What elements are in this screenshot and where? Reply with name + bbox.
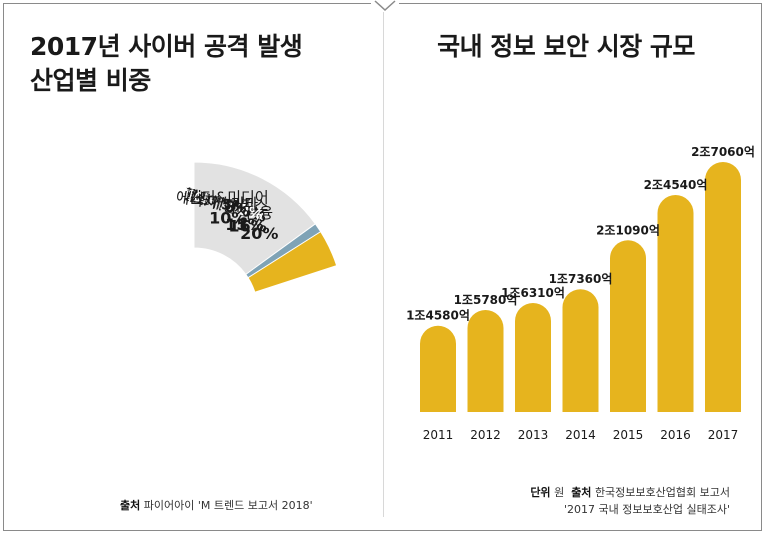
source-label: 출처: [120, 499, 141, 512]
bar-category-label-2016: 2016: [660, 428, 691, 442]
donut-title-line1: 2017년 사이버 공격 발생: [30, 32, 303, 61]
donut-label-group-8: 기타 15%: [225, 195, 263, 234]
donut-slice-name-1: 서비스: [227, 197, 269, 215]
bar-value-label-2012: 1조5780억: [454, 293, 518, 307]
bar-value-label-2016: 2조4540억: [644, 178, 708, 192]
bar-category-label-2017: 2017: [708, 428, 739, 442]
bar-category-label-2012: 2012: [470, 428, 501, 442]
bar-source-label: 출처: [571, 486, 592, 499]
bar-2014: [562, 289, 599, 412]
bar-value-label-2015: 2조1090억: [596, 223, 660, 237]
bar-category-label-2013: 2013: [518, 428, 549, 442]
unit-value: 원: [554, 486, 565, 499]
donut-label-group-7: 에너지 5%: [175, 188, 249, 217]
donut-slice-value-8: 15%: [225, 215, 263, 234]
bar-2013: [515, 303, 551, 412]
donut-label-group-1: 서비스 16%: [227, 197, 269, 236]
donut-slice-name-0: 금융: [245, 204, 273, 222]
donut-source-note: 출처 파이어아이 'M 트렌드 보고서 2018': [120, 497, 370, 513]
source-text: 파이어아이 'M 트렌드 보고서 2018': [143, 499, 313, 512]
bar-value-label-2014: 1조7360억: [549, 272, 613, 286]
bar-2011: [420, 325, 456, 412]
bar-value-label-2017: 2조7060억: [691, 145, 755, 159]
bar-source-line2: '2017 국내 정보보호산업 실태조사': [564, 503, 730, 516]
bar-source-line1: 한국정보보호산업협회 보고서: [594, 486, 730, 499]
bar-category-label-2015: 2015: [613, 428, 644, 442]
bar-2012: [467, 309, 504, 412]
unit-label: 단위: [530, 486, 551, 499]
bar-2016: [657, 195, 694, 412]
donut-slice-name-2: 엔터&미디어: [188, 188, 269, 206]
donut-slice-value-2: 10%: [209, 208, 247, 227]
donut-slice-value-1: 16%: [228, 217, 266, 236]
donut-slice-name-7: 에너지 5%: [175, 188, 249, 217]
top-notch: [371, 0, 399, 16]
bar-source-note: 단위 원 출처 한국정보보호산업협회 보고서 '2017 국내 정보보호산업 실…: [430, 484, 730, 518]
panel-divider: [383, 12, 384, 517]
bar-category-labels: 2011 2012 2013 2014 2015 2016 2017: [423, 428, 739, 442]
bar-value-label-2013: 1조6310억: [501, 286, 565, 300]
donut-title-line2: 산업별 비중: [30, 66, 151, 95]
bar-chart-title: 국내 정보 보안 시장 규모: [437, 32, 695, 61]
bar-2017: [705, 162, 741, 412]
donut-slice-value-0: 20%: [240, 224, 278, 243]
donut-chart-title: 2017년 사이버 공격 발생 산업별 비중: [30, 30, 350, 98]
bar-2015: [610, 240, 646, 412]
bar-category-label-2014: 2014: [565, 428, 596, 442]
donut-label-group-0: 금융 20%: [240, 204, 278, 243]
bar-value-label-2011: 1조4580억: [406, 309, 470, 323]
donut-slice-8: [193, 161, 317, 276]
donut-slices: [193, 161, 338, 293]
bar-category-label-2011: 2011: [423, 428, 454, 442]
bar-marks: [420, 162, 741, 412]
donut-slice-name-8: 기타: [231, 195, 259, 213]
donut-label-group-2: 엔터&미디어 10%: [188, 188, 269, 227]
